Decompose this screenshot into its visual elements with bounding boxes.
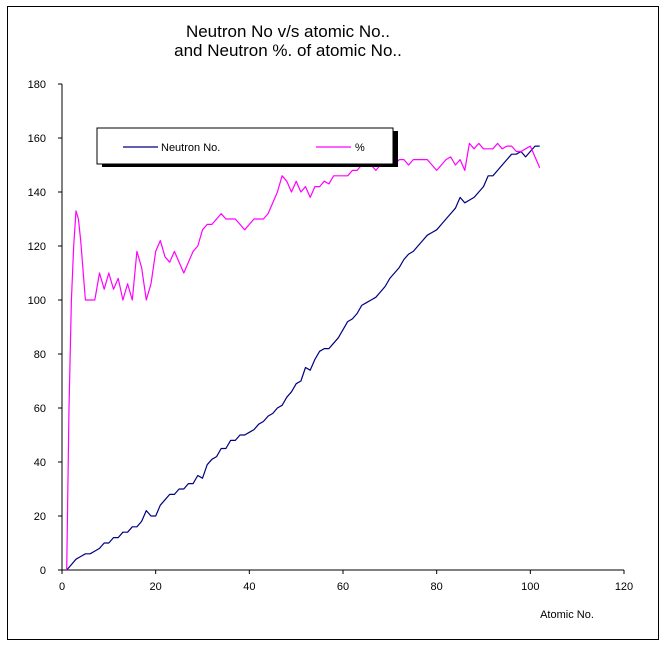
chart-title-line: and Neutron %. of atomic No.. xyxy=(174,41,402,60)
chart-series xyxy=(66,142,541,571)
y-tick-label: 0 xyxy=(40,565,46,577)
chart-legend: Neutron No.% xyxy=(96,127,398,167)
chart-axes: 0 20 40 60 80 100 120 140 160 180 0 20 40 60 80 100 120 A… xyxy=(28,79,634,621)
y-tick-label: 140 xyxy=(28,187,46,199)
x-tick-label: 120 xyxy=(615,581,633,593)
x-tick-label: 80 xyxy=(431,581,443,593)
chart-title: Neutron No v/s atomic No..and Neutron %.… xyxy=(174,22,402,60)
y-tick-label: 120 xyxy=(28,241,46,253)
y-tick-label: 180 xyxy=(28,79,46,91)
y-tick-label: 40 xyxy=(34,457,46,469)
legend-label: Neutron No. xyxy=(161,142,220,154)
x-tick-label: 20 xyxy=(150,581,162,593)
x-tick-label: 60 xyxy=(337,581,349,593)
chart-frame xyxy=(7,6,659,640)
y-tick-label: 100 xyxy=(28,295,46,307)
series-line-neutron-no xyxy=(66,145,540,571)
series-line-percent xyxy=(66,142,541,571)
y-tick-label: 160 xyxy=(28,133,46,145)
x-axis-label: Atomic No. xyxy=(540,609,594,621)
legend-box xyxy=(96,127,394,165)
y-tick-label: 60 xyxy=(34,403,46,415)
legend-label: % xyxy=(355,142,365,154)
y-tick-label: 20 xyxy=(34,511,46,523)
x-tick-label: 0 xyxy=(59,581,65,593)
chart-title-line: Neutron No v/s atomic No.. xyxy=(186,22,390,41)
y-tick-label: 80 xyxy=(34,349,46,361)
x-tick-label: 40 xyxy=(243,581,255,593)
x-tick-label: 100 xyxy=(521,581,539,593)
